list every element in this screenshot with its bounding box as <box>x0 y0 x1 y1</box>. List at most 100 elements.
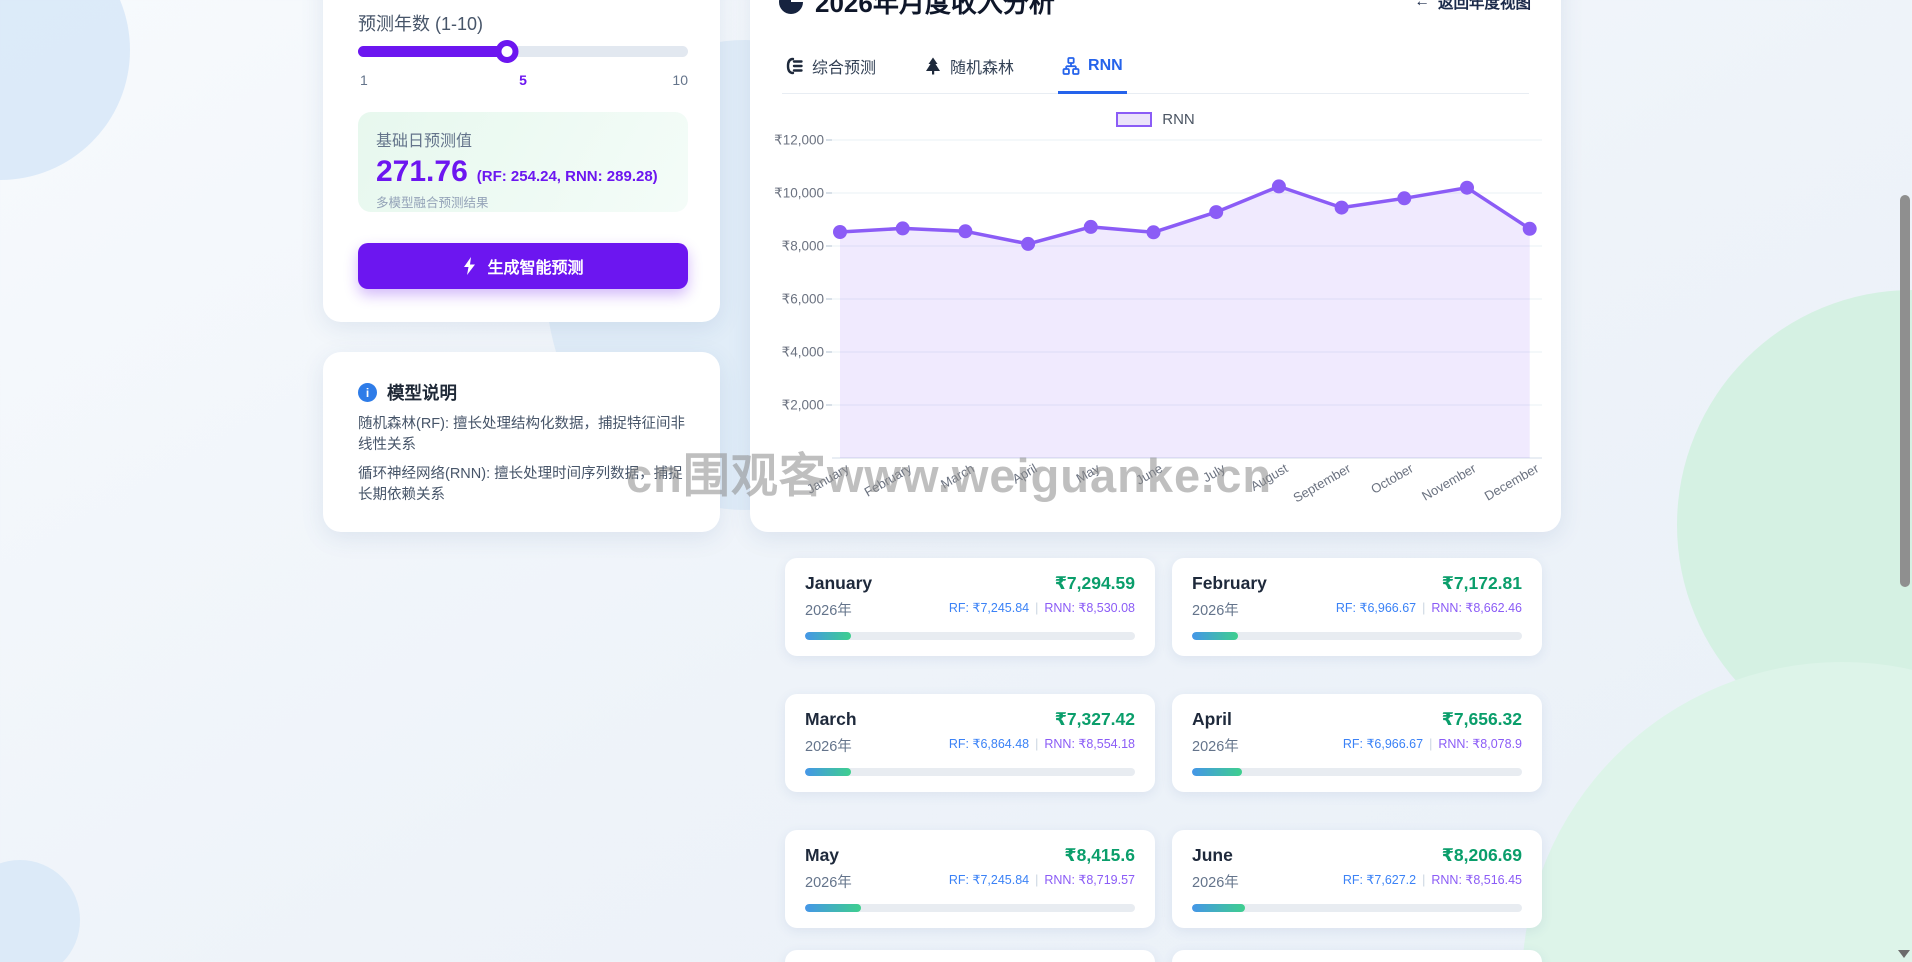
slider-min-label: 1 <box>360 72 368 88</box>
brain-icon <box>786 57 803 75</box>
svg-text:₹10,000: ₹10,000 <box>774 186 824 201</box>
month-card-partial <box>1172 950 1542 962</box>
month-card-partial <box>785 950 1155 962</box>
rf-value: RF: ₹6,966.67 <box>1342 737 1424 751</box>
month-total-value: ₹7,294.59 <box>1054 573 1135 593</box>
svg-text:May: May <box>1074 460 1103 486</box>
month-card[interactable]: March 2026年 ₹7,327.42 RF: ₹6,864.48 | RNN:… <box>785 694 1155 792</box>
pie-chart-icon <box>779 0 803 14</box>
back-to-year-link[interactable]: ← 返回年度视图 <box>1414 0 1531 13</box>
slider-current-value: 5 <box>519 72 527 88</box>
rf-value: RF: ₹7,245.84 <box>948 601 1030 615</box>
back-link-label: 返回年度视图 <box>1437 0 1531 12</box>
svg-text:August: August <box>1248 460 1291 493</box>
month-card[interactable]: May 2026年 ₹8,415.6 RF: ₹7,245.84 | RNN: ₹8… <box>785 830 1155 928</box>
rf-value: RF: ₹6,864.48 <box>948 737 1030 751</box>
month-name: June <box>1192 845 1233 865</box>
month-year: 2026年 <box>805 875 852 891</box>
month-total-value: ₹7,172.81 <box>1441 573 1522 593</box>
tab-comprehensive[interactable]: 综合预测 <box>782 44 880 94</box>
svg-text:March: March <box>938 461 977 492</box>
model-info-title: 模型说明 <box>387 383 457 403</box>
svg-text:October: October <box>1368 460 1416 496</box>
tab-random-forest-label: 随机森林 <box>950 60 1015 77</box>
svg-text:₹6,000: ₹6,000 <box>782 292 824 307</box>
svg-text:November: November <box>1419 460 1479 503</box>
month-progress-fill <box>1192 768 1242 776</box>
month-card[interactable]: April 2026年 ₹7,656.32 RF: ₹6,966.67 | RNN:… <box>1172 694 1542 792</box>
rnn-value: RNN: ₹8,516.45 <box>1431 873 1522 887</box>
scrollbar-thumb[interactable] <box>1900 195 1910 587</box>
svg-text:December: December <box>1482 460 1542 503</box>
monthly-analysis-card: 2026年月度收入分析 ← 返回年度视图 综合预测 随机森林 <box>750 0 1561 532</box>
month-name: February <box>1192 573 1267 593</box>
page-scrollbar[interactable] <box>1898 0 1912 962</box>
forecast-settings-card: 预测年数 (1-10) 1 5 10 基础日预测值 271.76 (RF: 25… <box>323 0 720 322</box>
month-total-value: ₹8,206.69 <box>1441 845 1522 865</box>
value-separator: | <box>1035 873 1039 887</box>
slider-fill <box>358 46 507 57</box>
chart-legend[interactable]: RNN <box>750 111 1561 128</box>
lightning-icon <box>464 257 476 275</box>
base-prediction-title: 基础日预测值 <box>376 133 473 150</box>
tab-rnn[interactable]: RNN <box>1058 44 1127 94</box>
decor-circle-top-left <box>0 0 130 180</box>
svg-text:April: April <box>1010 461 1040 487</box>
tab-comprehensive-label: 综合预测 <box>812 60 877 77</box>
base-prediction-detail: (RF: 254.24, RNN: 289.28) <box>476 168 658 185</box>
month-progress-bar <box>1192 768 1522 776</box>
tab-random-forest[interactable]: 随机森林 <box>920 44 1018 94</box>
month-name: April <box>1192 709 1232 729</box>
month-card[interactable]: January 2026年 ₹7,294.59 RF: ₹7,245.84 | RN… <box>785 558 1155 656</box>
month-progress-bar <box>805 904 1135 912</box>
model-info-card: i 模型说明 随机森林(RF): 擅长处理结构化数据，捕捉特征间非线性关系 循环… <box>323 352 720 532</box>
rnn-value: RNN: ₹8,719.57 <box>1044 873 1135 887</box>
month-year: 2026年 <box>805 603 852 619</box>
svg-text:₹12,000: ₹12,000 <box>774 133 824 148</box>
page-title: 2026年月度收入分析 <box>815 0 1055 18</box>
rnn-value: RNN: ₹8,662.46 <box>1431 601 1522 615</box>
slider-thumb[interactable] <box>495 40 518 63</box>
svg-text:September: September <box>1291 460 1354 505</box>
month-card[interactable]: June 2026年 ₹8,206.69 RF: ₹7,627.2 | RNN: ₹… <box>1172 830 1542 928</box>
svg-text:February: February <box>862 460 915 499</box>
base-prediction-box: 基础日预测值 271.76 (RF: 254.24, RNN: 289.28) … <box>358 112 688 212</box>
month-year: 2026年 <box>1192 603 1239 619</box>
rnn-value: RNN: ₹8,554.18 <box>1044 737 1135 751</box>
rnn-legend-swatch <box>1116 112 1153 127</box>
value-separator: | <box>1035 601 1039 615</box>
month-total-value: ₹8,415.6 <box>1064 845 1135 865</box>
network-icon <box>1062 57 1080 75</box>
model-tabs: 综合预测 随机森林 RNN <box>782 44 1529 94</box>
tree-icon <box>926 57 941 75</box>
model-info-rnn-text: 循环神经网络(RNN): 擅长处理时间序列数据，捕捉长期依赖关系 <box>358 466 683 503</box>
generate-forecast-button[interactable]: 生成智能预测 <box>358 243 688 289</box>
rnn-legend-label: RNN <box>1162 111 1195 128</box>
svg-text:July: July <box>1200 460 1228 485</box>
forecast-years-slider[interactable] <box>358 40 688 63</box>
scroll-down-arrow-icon[interactable] <box>1898 950 1910 958</box>
svg-text:January: January <box>804 460 852 496</box>
month-total-value: ₹7,656.32 <box>1441 709 1522 729</box>
rnn-value: RNN: ₹8,078.9 <box>1438 737 1522 751</box>
value-separator: | <box>1422 873 1426 887</box>
rnn-line-chart[interactable]: ₹12,000 ₹10,000 ₹8,000 ₹6,000 ₹4,000 ₹2,000 Ja… <box>762 125 1552 520</box>
month-name: May <box>805 845 840 865</box>
svg-text:₹2,000: ₹2,000 <box>782 398 824 413</box>
decor-circle-left-bottom <box>0 860 80 962</box>
slider-max-label: 10 <box>672 72 688 88</box>
month-card[interactable]: February 2026年 ₹7,172.81 RF: ₹6,966.67 | R… <box>1172 558 1542 656</box>
rnn-value: RNN: ₹8,530.08 <box>1044 601 1135 615</box>
month-progress-bar <box>1192 904 1522 912</box>
svg-text:₹8,000: ₹8,000 <box>782 239 824 254</box>
tab-rnn-label: RNN <box>1088 57 1123 74</box>
month-year: 2026年 <box>805 739 852 755</box>
rf-value: RF: ₹7,245.84 <box>948 873 1030 887</box>
decor-circle-bottom-right <box>1522 662 1912 962</box>
base-prediction-subtitle: 多模型融合预测结果 <box>376 196 489 210</box>
month-progress-fill <box>805 632 852 640</box>
rf-value: RF: ₹6,966.67 <box>1335 601 1417 615</box>
month-progress-bar <box>805 768 1135 776</box>
month-year: 2026年 <box>1192 739 1239 755</box>
month-total-value: ₹7,327.42 <box>1054 709 1135 729</box>
